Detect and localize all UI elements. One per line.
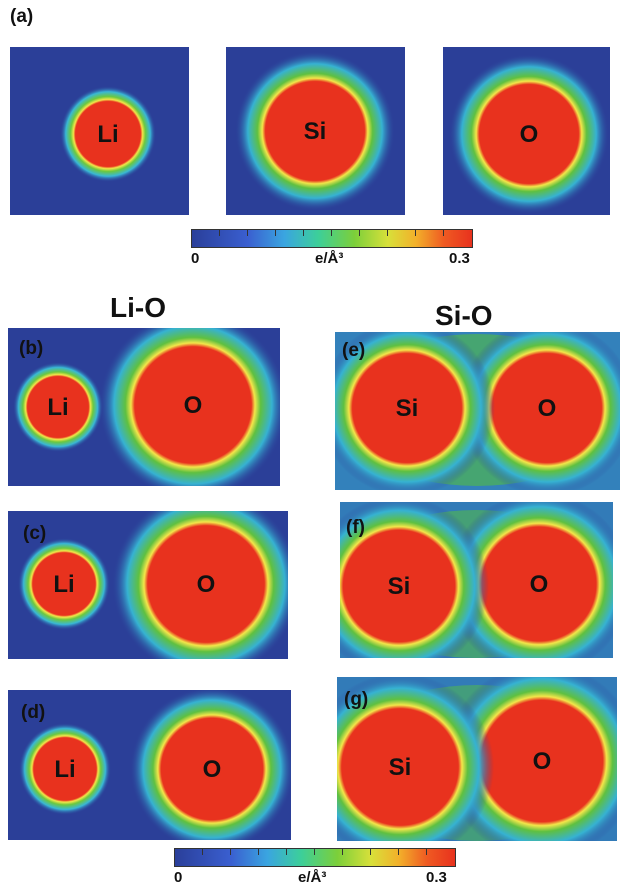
density-map-o: O bbox=[443, 47, 610, 215]
atom-label-o: O bbox=[530, 571, 549, 598]
panel-b: Li O (b) bbox=[8, 328, 280, 486]
atom-label-o: O bbox=[533, 748, 552, 775]
panel-d: Li O (d) bbox=[8, 690, 291, 840]
panel-label-a: (a) bbox=[10, 6, 34, 27]
atom-label-li: Li bbox=[54, 756, 75, 783]
atom-label-li: Li bbox=[47, 394, 68, 421]
panel-f: Si O (f) bbox=[340, 502, 613, 658]
atom-label-o: O bbox=[520, 121, 539, 148]
panel-label-e: (e) bbox=[342, 340, 366, 361]
panel-g: Si O (g) bbox=[337, 677, 617, 841]
colorbar-gradient bbox=[191, 229, 473, 248]
panel-a-o: O bbox=[443, 47, 610, 215]
colorbar-unit-label: e/Å³ bbox=[315, 250, 344, 267]
density-map-si: Si bbox=[226, 47, 405, 215]
column-title-li-o: Li-O bbox=[110, 292, 166, 323]
colorbar-unit-label: e/Å³ bbox=[298, 869, 327, 886]
panel-label-d: (d) bbox=[21, 702, 46, 723]
panel-a-li: Li bbox=[10, 47, 189, 215]
atom-label-li: Li bbox=[53, 571, 74, 598]
panel-a-si: Si bbox=[226, 47, 405, 215]
colorbar-max-label: 0.3 bbox=[449, 250, 470, 267]
atom-label-si: Si bbox=[388, 573, 411, 600]
column-title-si-o: Si-O bbox=[435, 300, 493, 331]
panel-label-f: (f) bbox=[346, 517, 365, 538]
colorbar-gradient bbox=[174, 848, 456, 867]
electron-cloud-li bbox=[60, 86, 156, 182]
density-map-c: Li O bbox=[8, 511, 288, 659]
colorbar-min-label: 0 bbox=[191, 250, 200, 267]
density-map-d: Li O bbox=[8, 690, 291, 840]
density-map-li: Li bbox=[10, 47, 189, 215]
atom-label-si: Si bbox=[389, 754, 412, 781]
density-map-g: Si O bbox=[337, 677, 617, 841]
panel-label-c: (c) bbox=[23, 523, 47, 544]
panel-e: Si O (e) bbox=[335, 332, 620, 490]
atom-label-li: Li bbox=[97, 121, 118, 148]
density-map-e: Si O bbox=[335, 332, 620, 490]
electron-cloud-si bbox=[235, 51, 395, 211]
atom-label-si: Si bbox=[304, 118, 327, 145]
atom-label-o: O bbox=[184, 392, 203, 419]
atom-label-si: Si bbox=[396, 395, 419, 422]
density-map-f: Si O bbox=[340, 502, 613, 658]
electron-cloud-o bbox=[449, 54, 609, 214]
colorbar-top: 0 e/Å³ 0.3 bbox=[191, 229, 475, 269]
colorbar-bottom: 0 e/Å³ 0.3 bbox=[174, 848, 458, 890]
colorbar-min-label: 0 bbox=[174, 869, 183, 886]
atom-label-o: O bbox=[197, 571, 216, 598]
atom-label-o: O bbox=[538, 395, 557, 422]
panel-label-b: (b) bbox=[19, 338, 44, 359]
density-map-b: Li O bbox=[8, 328, 280, 486]
atom-label-o: O bbox=[203, 756, 222, 783]
panel-c: Li O (c) bbox=[8, 511, 288, 659]
panel-label-g: (g) bbox=[344, 689, 369, 710]
colorbar-max-label: 0.3 bbox=[426, 869, 447, 886]
